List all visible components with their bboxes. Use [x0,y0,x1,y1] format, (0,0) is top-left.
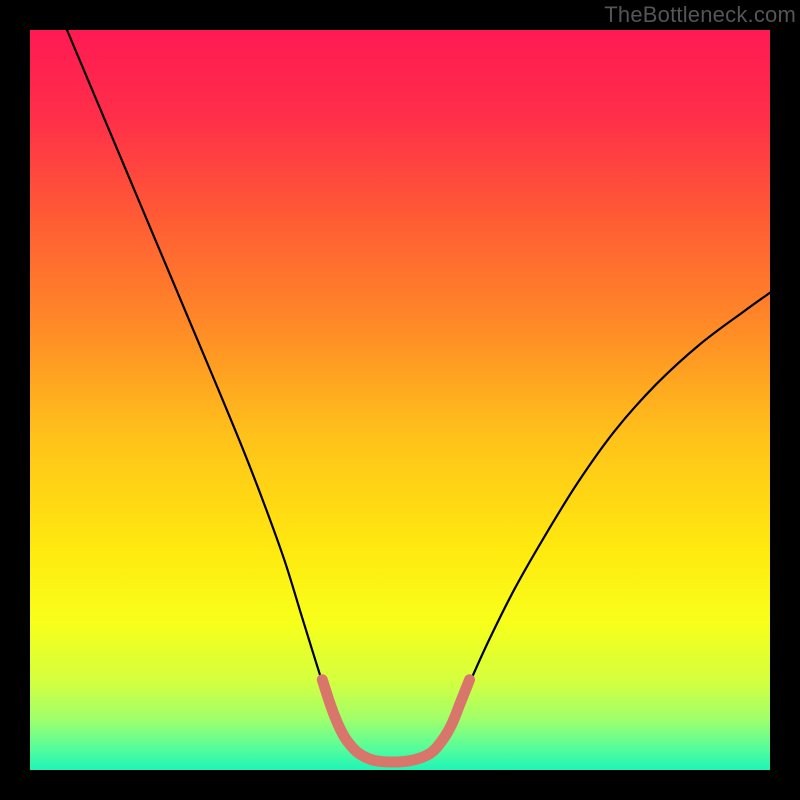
curve-layer [30,30,770,770]
plot-area [30,30,770,770]
highlight-segment [322,680,469,762]
chart-canvas: TheBottleneck.com [0,0,800,800]
bottleneck-curve [67,30,770,764]
watermark-text: TheBottleneck.com [604,2,796,28]
